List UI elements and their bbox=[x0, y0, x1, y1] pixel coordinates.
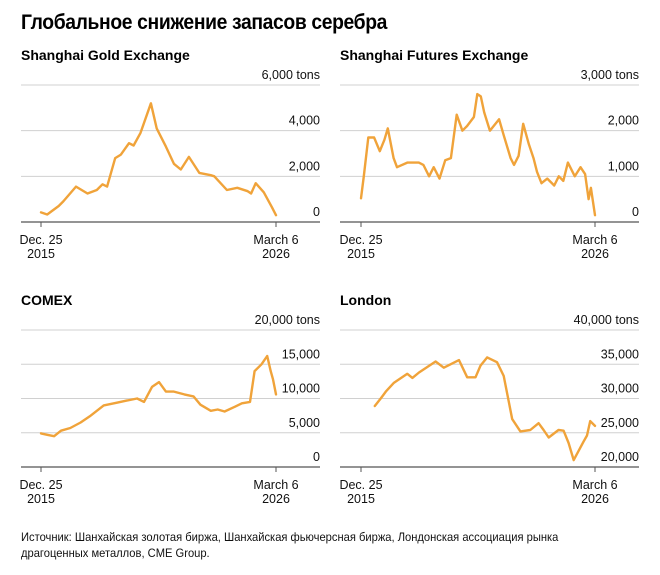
y-tick-label: 0 bbox=[632, 205, 639, 219]
y-tick-label: 0 bbox=[313, 205, 320, 219]
x-tick-label-year: 2026 bbox=[262, 492, 290, 506]
series-line bbox=[373, 356, 597, 462]
x-tick-label: Dec. 25 bbox=[339, 233, 382, 247]
x-tick-label-year: 2026 bbox=[581, 247, 609, 261]
chart-title: Глобальное снижение запасов серебра bbox=[21, 11, 388, 34]
series-line bbox=[39, 354, 278, 438]
x-tick-label: Dec. 25 bbox=[19, 478, 62, 492]
y-tick-label: 15,000 bbox=[282, 347, 320, 361]
x-tick-label: March 6 bbox=[253, 233, 298, 247]
y-tick-label: 6,000 tons bbox=[262, 68, 320, 82]
y-tick-label: 40,000 tons bbox=[574, 313, 639, 327]
y-tick-label: 1,000 bbox=[608, 159, 639, 173]
y-tick-label: 5,000 bbox=[289, 416, 320, 430]
y-tick-label: 2,000 bbox=[289, 159, 320, 173]
x-tick-label-year: 2026 bbox=[262, 247, 290, 261]
x-tick-label: March 6 bbox=[572, 478, 617, 492]
x-tick-label: March 6 bbox=[253, 478, 298, 492]
panel-title: COMEX bbox=[21, 292, 73, 308]
x-tick-label: Dec. 25 bbox=[339, 478, 382, 492]
x-tick-label-year: 2015 bbox=[347, 247, 375, 261]
x-tick-label: Dec. 25 bbox=[19, 233, 62, 247]
panel-title: Shanghai Gold Exchange bbox=[21, 47, 190, 63]
y-tick-label: 3,000 tons bbox=[581, 68, 639, 82]
x-tick-label-year: 2015 bbox=[347, 492, 375, 506]
x-tick-label-year: 2015 bbox=[27, 492, 55, 506]
y-tick-label: 30,000 bbox=[601, 382, 639, 396]
y-tick-label: 20,000 bbox=[601, 450, 639, 464]
y-tick-label: 0 bbox=[313, 450, 320, 464]
y-tick-label: 20,000 tons bbox=[255, 313, 320, 327]
x-tick-label: March 6 bbox=[572, 233, 617, 247]
series-line bbox=[359, 92, 597, 217]
y-tick-label: 2,000 bbox=[608, 114, 639, 128]
panel-title: London bbox=[340, 292, 391, 308]
y-tick-label: 10,000 bbox=[282, 382, 320, 396]
source-note: Источник: Шанхайская золотая биржа, Шанх… bbox=[21, 530, 559, 560]
panel-title: Shanghai Futures Exchange bbox=[340, 47, 528, 63]
y-tick-label: 25,000 bbox=[601, 416, 639, 430]
y-tick-label: 35,000 bbox=[601, 347, 639, 361]
x-tick-label-year: 2015 bbox=[27, 247, 55, 261]
x-tick-label-year: 2026 bbox=[581, 492, 609, 506]
y-tick-label: 4,000 bbox=[289, 114, 320, 128]
series-line bbox=[39, 102, 278, 217]
